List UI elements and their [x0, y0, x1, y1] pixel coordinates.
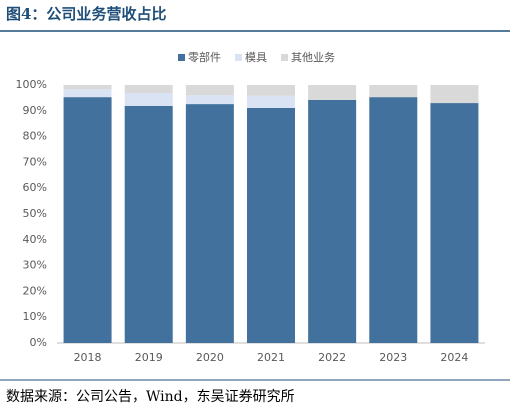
y-tick-label: 0%: [30, 336, 47, 349]
bar-segment: [63, 89, 112, 98]
y-tick-label: 40%: [23, 233, 47, 246]
x-tick-label: 2019: [135, 351, 163, 364]
bar-segment: [124, 85, 173, 93]
x-tick-label: 2018: [74, 351, 102, 364]
y-tick-label: 100%: [16, 78, 47, 91]
bar-segment: [185, 95, 234, 105]
bar-segment: [308, 99, 357, 344]
y-tick-label: 30%: [23, 259, 47, 272]
bar-segment: [63, 85, 112, 90]
y-tick-label: 80%: [23, 130, 47, 143]
bar-segment: [308, 85, 357, 100]
y-tick-label: 70%: [23, 155, 47, 168]
bar-segment: [185, 104, 234, 343]
legend-swatch: [178, 54, 185, 61]
legend-swatch: [235, 54, 242, 61]
y-tick-label: 60%: [23, 181, 47, 194]
legend-label: 零部件: [188, 50, 221, 64]
legend-swatch: [281, 54, 288, 61]
bar-segment: [247, 85, 295, 96]
y-tick-label: 10%: [23, 310, 47, 323]
y-tick-label: 50%: [23, 207, 47, 220]
bar-segment: [124, 92, 173, 106]
bar-segment: [185, 85, 234, 96]
x-tick-label: 2023: [379, 351, 407, 364]
bar-segment: [430, 85, 479, 104]
y-tick-label: 20%: [23, 284, 47, 297]
bar-segment: [124, 105, 173, 343]
bar-segment: [247, 95, 295, 108]
legend-label: 模具: [245, 51, 267, 64]
bar-segment: [430, 103, 479, 343]
bar-segment: [63, 97, 112, 343]
bar-segment: [369, 85, 418, 98]
bar-segment: [247, 107, 295, 343]
x-tick-label: 2024: [440, 351, 468, 364]
legend-label: 其他业务: [291, 51, 335, 64]
x-tick-label: 2021: [257, 351, 285, 364]
figure-title: 图4：公司业务营收占比: [6, 5, 166, 23]
x-tick-label: 2020: [196, 351, 224, 364]
source-note: 数据来源：公司公告，Wind，东吴证券研究所: [6, 389, 295, 405]
x-tick-label: 2022: [318, 351, 346, 364]
bar-segment: [369, 97, 418, 343]
y-tick-label: 90%: [23, 104, 47, 117]
